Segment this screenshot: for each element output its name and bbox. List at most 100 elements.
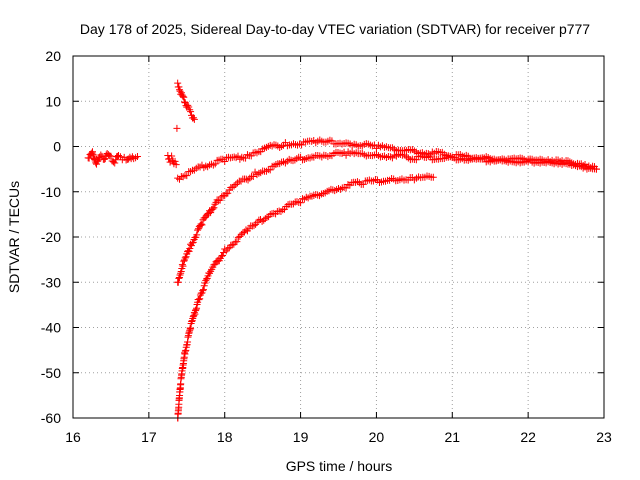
data-point <box>187 108 195 116</box>
y-axis-label: SDTVAR / TECUs <box>6 181 22 293</box>
data-point <box>246 174 254 182</box>
data-point <box>216 196 224 204</box>
data-point <box>189 238 197 246</box>
y-tick-label: 20 <box>45 48 61 64</box>
data-point <box>217 252 225 260</box>
series-short-segment-17 <box>164 152 180 169</box>
data-point <box>194 226 202 234</box>
data-point <box>234 233 242 241</box>
data-point <box>263 213 271 221</box>
data-point <box>180 93 188 101</box>
data-point <box>297 199 305 207</box>
data-point <box>181 254 189 262</box>
data-point <box>253 149 261 157</box>
data-point <box>192 306 200 314</box>
data-point <box>178 261 186 269</box>
data-point <box>185 247 193 255</box>
data-point <box>207 209 215 217</box>
data-point <box>199 286 207 294</box>
data-point <box>249 172 257 180</box>
data-point <box>174 174 182 182</box>
data-point <box>199 287 207 295</box>
data-point <box>190 166 198 174</box>
data-points <box>84 79 600 422</box>
data-point <box>342 184 350 192</box>
data-point <box>293 198 301 206</box>
y-tick-label: 0 <box>53 139 61 155</box>
series-descending-arc <box>174 79 198 123</box>
data-point <box>308 192 316 200</box>
data-point <box>177 269 185 277</box>
data-point <box>187 325 195 333</box>
data-point <box>180 257 188 265</box>
data-point <box>250 222 258 230</box>
data-point <box>278 142 286 150</box>
data-point <box>224 245 232 253</box>
data-point <box>232 181 240 189</box>
data-point <box>228 183 236 191</box>
data-point <box>196 222 204 230</box>
data-point <box>88 149 96 157</box>
x-tick-label: 17 <box>141 429 157 445</box>
data-point <box>293 155 301 163</box>
data-point <box>106 152 114 160</box>
data-point <box>187 167 195 175</box>
data-point <box>196 295 204 303</box>
y-tick-label: -10 <box>41 184 61 200</box>
data-point <box>181 98 189 106</box>
data-point <box>193 231 201 239</box>
data-point <box>133 152 141 160</box>
x-tick-label: 18 <box>217 429 233 445</box>
y-tick-label: -20 <box>41 229 61 245</box>
data-point <box>172 161 180 169</box>
data-point <box>188 317 196 325</box>
data-point <box>251 148 259 156</box>
data-point <box>239 229 247 237</box>
x-axis-label: GPS time / hours <box>286 458 393 474</box>
x-tick-label: 20 <box>369 429 385 445</box>
data-point <box>219 252 227 260</box>
data-point <box>577 160 585 168</box>
data-point <box>203 275 211 283</box>
data-point <box>215 156 223 164</box>
data-point <box>100 155 108 163</box>
data-point <box>191 310 199 318</box>
data-point <box>174 278 182 286</box>
data-point <box>277 208 285 216</box>
data-point <box>183 172 191 180</box>
data-point <box>209 205 217 213</box>
data-point <box>233 238 241 246</box>
data-point <box>202 162 210 170</box>
data-point <box>89 150 97 158</box>
chart-title: Day 178 of 2025, Sidereal Day-to-day VTE… <box>80 21 590 37</box>
data-point <box>222 190 230 198</box>
x-tick-label: 19 <box>293 429 309 445</box>
y-tick-label: -40 <box>41 320 61 336</box>
data-point <box>107 152 115 160</box>
axis-ticks: 16 17 18 19 20 21 22 23 -60 -50 -40 -30 -20 -10 0 10 20 <box>41 48 612 445</box>
data-point <box>242 175 250 183</box>
y-tick-label: -30 <box>41 274 61 290</box>
data-point <box>429 173 437 181</box>
data-point <box>195 296 203 304</box>
data-point <box>101 155 109 163</box>
data-point <box>275 207 283 215</box>
data-point <box>177 268 185 276</box>
data-point <box>186 244 194 252</box>
data-point <box>198 221 206 229</box>
y-tick-label: 10 <box>45 93 61 109</box>
data-point <box>197 220 205 228</box>
data-point <box>179 92 187 100</box>
data-point <box>211 160 219 168</box>
data-point <box>168 152 176 160</box>
data-point <box>209 161 217 169</box>
x-tick-label: 22 <box>520 429 536 445</box>
data-point <box>260 216 268 224</box>
data-point <box>224 189 232 197</box>
data-point <box>94 157 102 165</box>
data-point <box>262 167 270 175</box>
data-point <box>175 83 183 91</box>
series-early-cluster <box>84 148 141 168</box>
data-point <box>190 115 198 123</box>
